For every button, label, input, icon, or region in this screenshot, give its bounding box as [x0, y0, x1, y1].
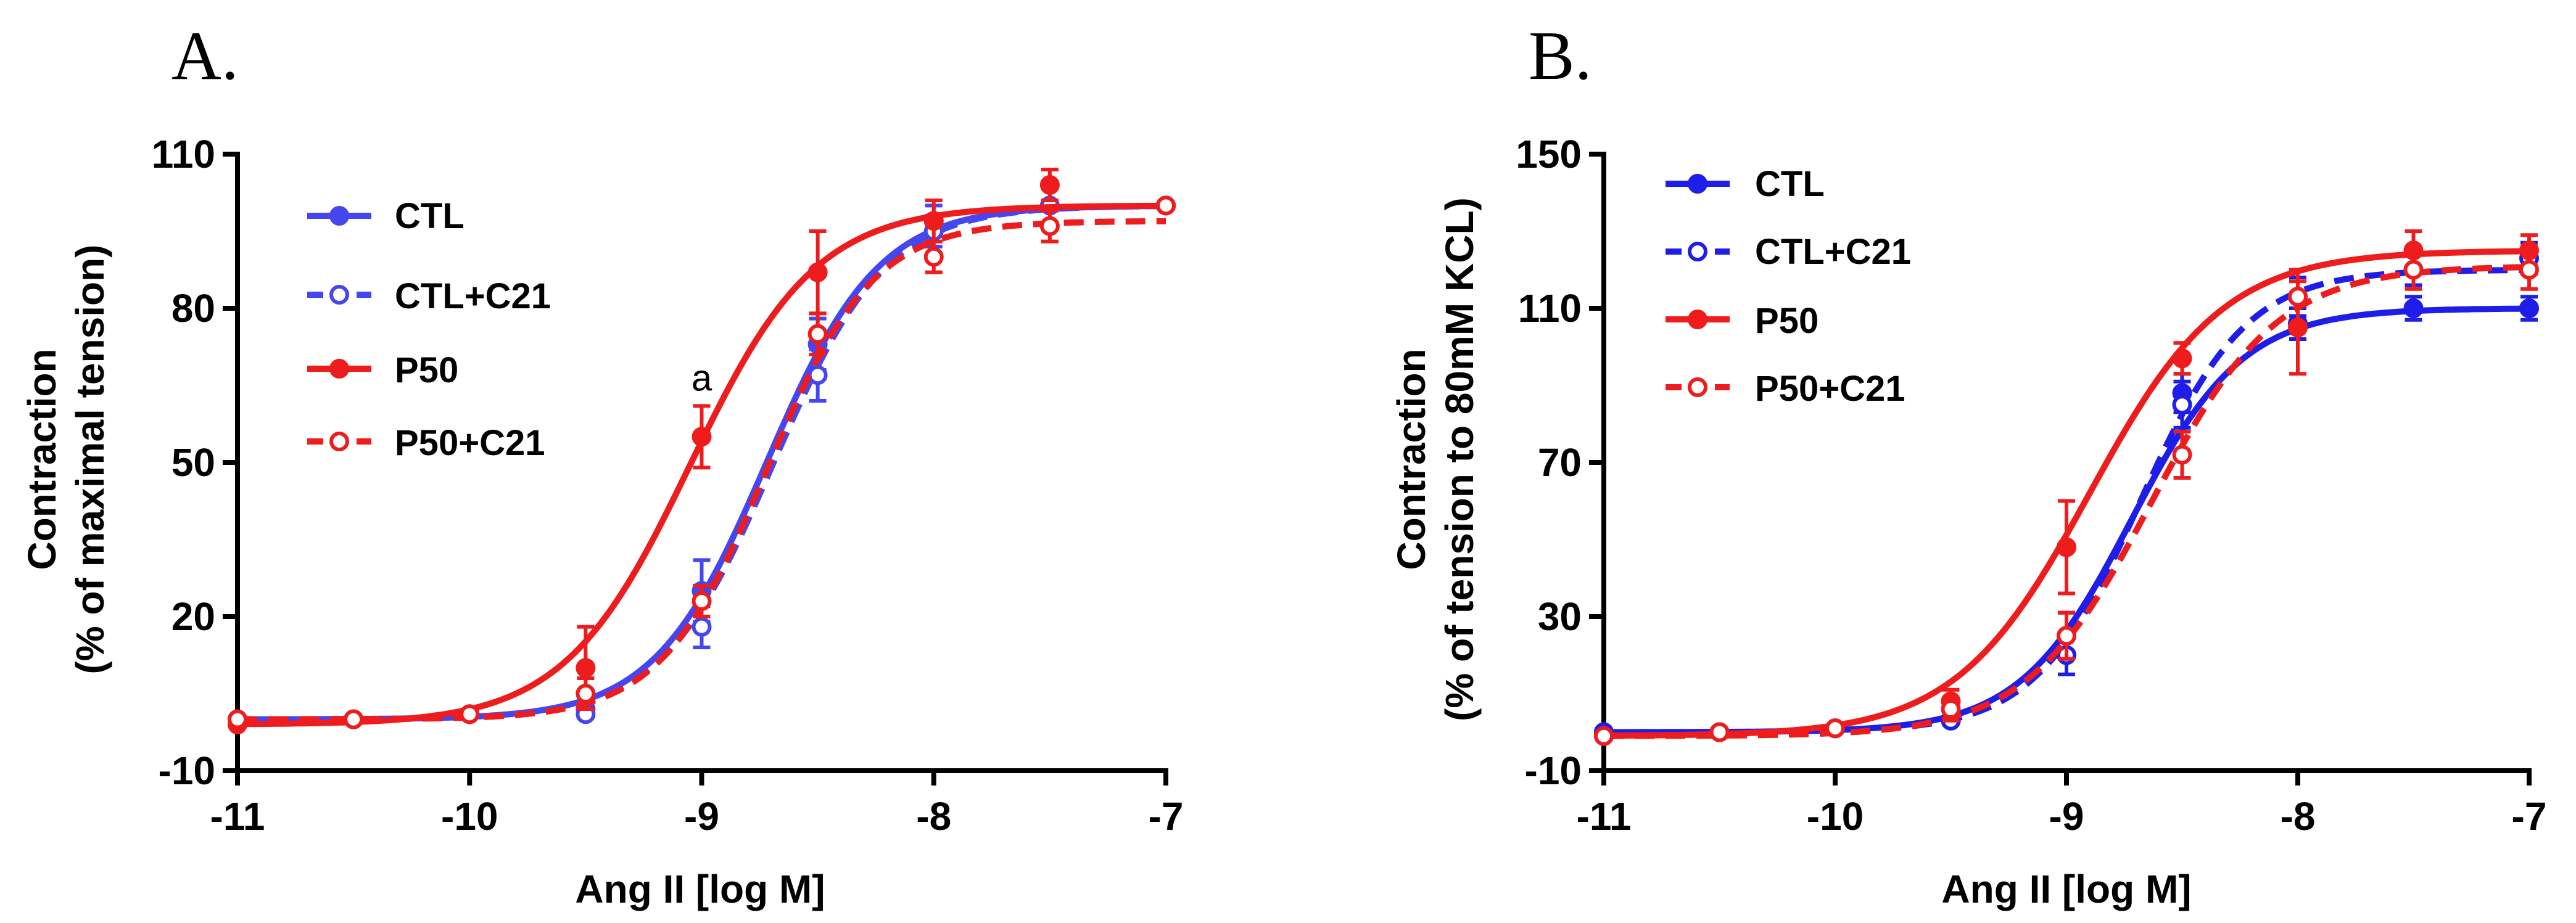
y-tick-label: 20 [171, 594, 215, 639]
data-point-ctl-c21 [807, 365, 828, 385]
y-tick-label: 110 [1518, 286, 1582, 330]
legend-marker-p50-c21 [1688, 377, 1707, 397]
data-point-p50 [691, 427, 712, 447]
legend-item-ctl: CTL [307, 196, 464, 236]
panel-a-label: A. [171, 18, 239, 94]
data-point-p50 [2057, 537, 2076, 557]
legend-item-p50: P50 [307, 350, 458, 390]
legend-marker-ctl [329, 206, 349, 226]
data-point-p50-c21 [1941, 699, 1961, 719]
legend-label-p50: P50 [395, 350, 458, 390]
data-point-p50-c21 [576, 684, 596, 704]
panel-a: A. Contraction (% of maximal tension) An… [20, 18, 1183, 911]
x-tick-label: -8 [916, 794, 951, 839]
x-tick-label: -10 [441, 794, 498, 839]
legend-label-ctl-c21: CTL+C21 [395, 276, 551, 316]
legend-marker-p50-c21 [329, 432, 349, 451]
legend-marker-ctl-c21 [329, 285, 349, 305]
x-tick-label: -9 [2049, 794, 2084, 839]
data-point-p50-c21 [807, 324, 828, 344]
significance-annotation: a [691, 357, 712, 398]
data-point-p50-c21 [460, 704, 480, 724]
legend-item-p50-c21: P50+C21 [1666, 369, 1905, 409]
data-point-p50-c21 [2172, 445, 2192, 465]
data-point-p50 [807, 262, 828, 282]
y-tick-label: 110 [152, 132, 215, 176]
data-point-p50-c21 [228, 709, 247, 729]
legend-label-ctl-c21: CTL+C21 [1755, 232, 1911, 272]
y-tick-label: -10 [1525, 749, 1582, 793]
legend-label-ctl: CTL [395, 196, 464, 236]
data-point-ctl-c21 [691, 617, 712, 637]
x-tick-label: -11 [1577, 794, 1632, 839]
data-point-p50-c21 [2057, 626, 2076, 646]
x-tick-label: -8 [2281, 794, 2316, 839]
data-point-ctl-c21 [2172, 395, 2192, 415]
legend-label-ctl: CTL [1755, 164, 1825, 204]
data-point-p50-c21 [1825, 718, 1845, 739]
y-tick-label: 30 [1538, 594, 1582, 639]
x-tick-label: -9 [684, 794, 719, 839]
y-tick-label: 80 [171, 286, 215, 330]
data-point-p50-c21 [691, 591, 712, 611]
legend-marker-p50 [1688, 310, 1707, 329]
data-point-p50 [2172, 348, 2192, 369]
panel-b: B. Contraction (% of tension to 80mM KCL… [1389, 18, 2546, 911]
data-point-p50-c21 [2403, 260, 2424, 280]
x-tick-label: -10 [1807, 794, 1864, 839]
legend-marker-ctl [1688, 174, 1707, 194]
data-point-p50-c21 [2288, 287, 2308, 307]
x-tick-label: -7 [2512, 794, 2547, 839]
legend-label-p50: P50 [1755, 301, 1818, 341]
fit-curve-p50-c21 [1604, 264, 2530, 739]
data-point-p50-c21 [1156, 195, 1176, 216]
legend-label-p50-c21: P50+C21 [395, 423, 545, 463]
y-tick-label: -10 [159, 749, 216, 793]
data-point-p50-c21 [1594, 726, 1614, 746]
legend-marker-ctl-c21 [1688, 242, 1707, 261]
data-point-p50-c21 [1039, 216, 1060, 236]
panel-b-y-axis-subtitle: (% of tension to 80mM KCL) [1437, 197, 1482, 721]
x-tick-label: -11 [210, 794, 265, 839]
legend-item-ctl-c21: CTL+C21 [307, 276, 551, 316]
panel-a-y-axis-subtitle: (% of maximal tension) [68, 245, 112, 675]
panel-a-y-axis-title: Contraction [20, 348, 64, 570]
legend-item-ctl: CTL [1666, 164, 1825, 204]
panel-b-label: B. [1529, 18, 1592, 94]
data-point-ctl [2403, 298, 2424, 318]
panel-a-x-axis-title: Ang II [log M] [575, 867, 825, 911]
legend-label-p50-c21: P50+C21 [1755, 369, 1905, 409]
y-tick-label: 150 [1516, 132, 1582, 176]
data-point-ctl [2519, 298, 2539, 318]
panel-b-y-axis-title: Contraction [1389, 348, 1434, 570]
data-point-p50 [576, 658, 596, 678]
data-point-p50 [923, 211, 944, 231]
y-tick-label: 50 [171, 440, 215, 485]
y-tick-label: 70 [1538, 440, 1582, 485]
data-point-p50-c21 [923, 247, 944, 267]
panel-b-x-axis-title: Ang II [log M] [1941, 867, 2191, 911]
legend-item-p50: P50 [1666, 301, 1818, 341]
legend-item-p50-c21: P50+C21 [307, 423, 545, 463]
data-point-p50-c21 [2519, 260, 2539, 280]
legend-item-ctl-c21: CTL+C21 [1666, 232, 1911, 272]
data-point-p50 [1039, 175, 1060, 195]
data-point-p50-c21 [1709, 722, 1730, 742]
legend-marker-p50 [329, 359, 349, 379]
x-tick-label: -7 [1149, 794, 1184, 839]
data-point-p50-c21 [344, 709, 364, 729]
